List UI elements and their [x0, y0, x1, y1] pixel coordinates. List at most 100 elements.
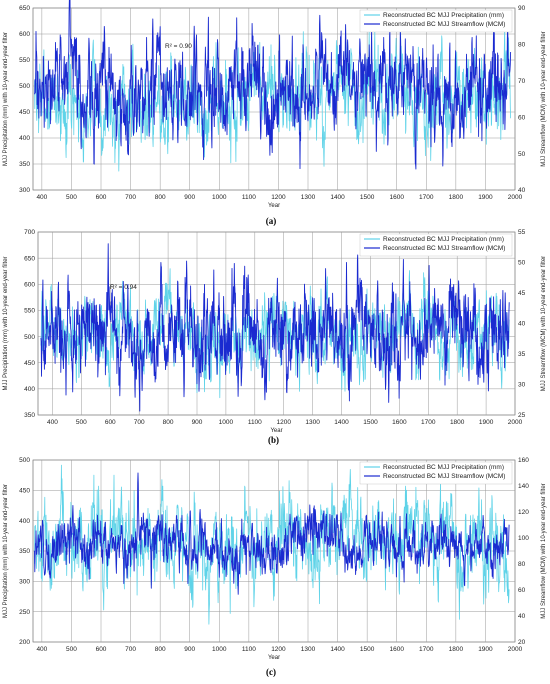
- y-right-axis-title: MJJ Streamflow (MCM) with 10-year end-ye…: [541, 31, 547, 166]
- y-right-tick-label: 100: [518, 535, 529, 542]
- x-tick-label: 900: [184, 194, 195, 201]
- x-tick-label: 1500: [360, 194, 375, 201]
- x-tick-label: 1700: [421, 419, 436, 426]
- legend-label-0: Reconstructed BC MJJ Precipitation (mm): [383, 12, 504, 19]
- x-tick-label: 1800: [449, 194, 464, 201]
- y-left-axis-title: MJJ Precipitation (mm) with 10-year end-…: [3, 484, 9, 618]
- x-tick-label: 600: [105, 419, 116, 426]
- y-right-tick-label: 50: [518, 260, 526, 267]
- legend: Reconstructed BC MJJ Precipitation (mm) R…: [359, 461, 513, 485]
- x-tick-label: 1300: [301, 646, 316, 653]
- y-left-tick-label: 400: [24, 386, 35, 393]
- y-right-tick-label: 40: [518, 613, 526, 620]
- y-left-tick-label: 400: [19, 518, 30, 525]
- x-tick-label: 1600: [389, 194, 404, 201]
- x-tick-label: 1500: [360, 646, 375, 653]
- x-tick-label: 1800: [450, 419, 465, 426]
- x-tick-label: 1500: [363, 419, 378, 426]
- y-right-tick-label: 70: [518, 78, 526, 85]
- y-right-tick-label: 55: [518, 229, 526, 236]
- series-line-1: [34, 0, 512, 170]
- y-left-axis-title: MJJ Precipitation (mm) with 10-year end-…: [3, 256, 9, 390]
- x-tick-label: 1100: [242, 646, 256, 653]
- x-tick-label: 2000: [508, 419, 523, 426]
- x-tick-label: 1200: [276, 419, 291, 426]
- legend-box: [359, 233, 513, 257]
- y-right-tick-label: 50: [518, 151, 526, 158]
- legend-label-0: Reconstructed BC MJJ Precipitation (mm): [383, 464, 504, 471]
- x-tick-label: 400: [36, 194, 47, 201]
- x-tick-label: 1700: [419, 194, 434, 201]
- y-left-tick-label: 600: [24, 281, 35, 288]
- y-right-tick-label: 120: [518, 509, 529, 516]
- x-tick-label: 1700: [419, 646, 434, 653]
- legend-label-0: Reconstructed BC MJJ Precipitation (mm): [383, 236, 504, 243]
- y-right-tick-label: 20: [518, 639, 526, 646]
- y-right-tick-label: 90: [518, 5, 526, 12]
- x-axis-title: Year: [268, 203, 280, 209]
- y-right-tick-label: 160: [518, 457, 529, 464]
- y-right-tick-label: 30: [518, 382, 526, 389]
- y-left-tick-label: 500: [19, 457, 30, 464]
- y-right-tick-label: 80: [518, 42, 526, 49]
- x-tick-label: 800: [155, 194, 166, 201]
- y-right-axis-title: MJJ Streamflow (MCM) with 10-year end-ye…: [541, 256, 547, 391]
- y-left-tick-label: 650: [19, 5, 30, 12]
- y-right-axis-title: MJJ Streamflow (MCM) with 10-year end-ye…: [541, 483, 547, 618]
- y-left-tick-label: 350: [19, 548, 30, 555]
- x-tick-label: 1900: [478, 646, 493, 653]
- legend-label-1: Reconstructed BC MJJ Streamflow (MCM): [383, 245, 505, 252]
- x-tick-label: 1600: [392, 419, 407, 426]
- x-tick-label: 1000: [212, 646, 227, 653]
- y-left-tick-label: 700: [24, 229, 35, 236]
- x-tick-label: 1300: [301, 194, 316, 201]
- y-left-tick-label: 600: [19, 31, 30, 38]
- y-left-axis-title: MJJ Precipitation (mm) with 10-year end-…: [3, 32, 9, 166]
- x-tick-label: 1800: [449, 646, 464, 653]
- x-tick-label: 1400: [330, 646, 345, 653]
- x-tick-label: 800: [155, 646, 166, 653]
- y-left-tick-label: 300: [19, 579, 30, 586]
- legend: Reconstructed BC MJJ Precipitation (mm) R…: [359, 233, 513, 257]
- panel-caption: (a): [266, 216, 277, 226]
- y-left-tick-label: 400: [19, 135, 30, 142]
- panel-caption: (c): [266, 667, 276, 677]
- y-right-tick-label: 25: [518, 412, 526, 419]
- x-tick-label: 1600: [389, 646, 404, 653]
- x-tick-label: 500: [76, 419, 87, 426]
- legend-box: [359, 9, 513, 33]
- x-tick-label: 500: [66, 194, 77, 201]
- x-tick-label: 800: [163, 419, 174, 426]
- chart-panel-0: 300 350 400 450 500 550 600 650 40 50 60 70 80 90 400 5…: [3, 0, 547, 226]
- r-squared-annotation: R² = 0.94: [110, 284, 137, 291]
- x-tick-label: 1300: [305, 419, 320, 426]
- x-tick-label: 700: [134, 419, 145, 426]
- y-left-tick-label: 550: [19, 57, 30, 64]
- x-tick-label: 1400: [330, 194, 345, 201]
- y-left-tick-label: 200: [19, 639, 30, 646]
- y-right-tick-label: 35: [518, 351, 526, 358]
- y-right-tick-label: 40: [518, 187, 526, 194]
- y-left-tick-label: 550: [24, 308, 35, 315]
- x-tick-label: 1100: [242, 194, 256, 201]
- y-left-tick-label: 450: [19, 488, 30, 495]
- y-right-tick-label: 80: [518, 561, 526, 568]
- x-tick-label: 600: [96, 646, 107, 653]
- y-right-tick-label: 140: [518, 483, 529, 490]
- x-tick-label: 400: [47, 419, 58, 426]
- legend-box: [359, 461, 513, 485]
- y-left-tick-label: 350: [19, 161, 30, 168]
- x-tick-label: 1000: [219, 419, 234, 426]
- y-right-tick-label: 60: [518, 114, 526, 121]
- r-squared-annotation: R² = 0.90: [165, 43, 192, 50]
- panel-caption: (b): [268, 435, 279, 445]
- y-right-tick-label: 40: [518, 321, 526, 328]
- x-tick-label: 900: [184, 646, 195, 653]
- x-axis-title: Year: [270, 428, 282, 434]
- y-left-tick-label: 350: [24, 412, 35, 419]
- y-left-tick-label: 450: [24, 360, 35, 367]
- y-left-tick-label: 250: [19, 609, 30, 616]
- legend-label-1: Reconstructed BC MJJ Streamflow (MCM): [383, 473, 505, 480]
- chart-panel-1: 350 400 450 500 550 600 650 700 25 30 35 40 45 50 55 40…: [3, 229, 547, 445]
